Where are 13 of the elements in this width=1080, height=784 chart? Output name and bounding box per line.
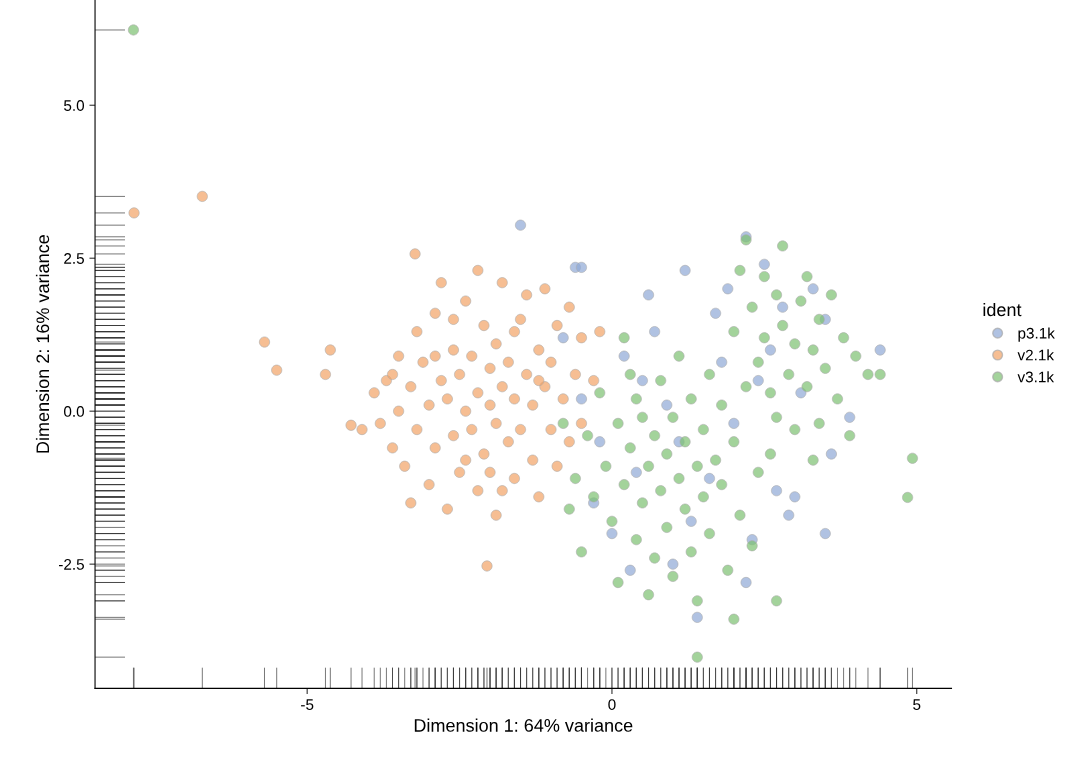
legend-label: v2.1k [1017,349,1055,361]
x-axis-title: Dimension 1: 64% variance [414,718,633,732]
y-tick-label: 0.0 [63,406,85,417]
y-tick-label: 5.0 [64,100,85,111]
legend-label: v3.1k [1017,371,1055,383]
y-axis-title: Dimension 2: 16% variance [35,235,50,453]
y-tick-label: -2.5 [58,559,84,570]
x-tick-label: -5 [301,699,314,710]
legend-label: p3.1k [1018,327,1055,342]
x-tick-label: 0 [608,699,616,710]
y-tick-label: 2.5 [64,253,84,264]
x-tick-label: 5 [913,699,921,710]
legend-title: ident [983,302,1022,317]
